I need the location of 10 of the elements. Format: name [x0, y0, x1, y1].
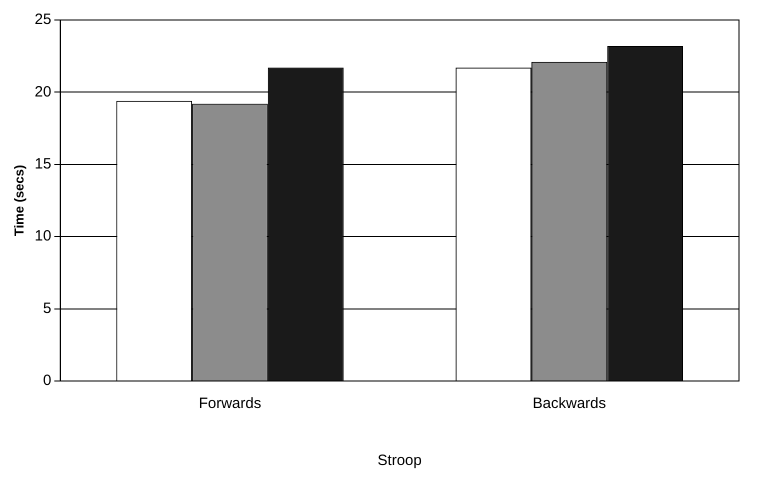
- y-tick-label: 5: [42, 300, 52, 317]
- y-tick-label: 25: [34, 11, 52, 28]
- y-tick-label: 0: [42, 372, 52, 390]
- y-axis-title: Time (secs): [11, 164, 26, 236]
- x-tick-label: Forwards: [198, 395, 262, 412]
- y-tick-label: 15: [34, 156, 52, 173]
- y-tick-label: 20: [34, 83, 52, 100]
- x-tick-label: Backwards: [532, 395, 606, 412]
- x-axis-title: Stroop: [378, 452, 422, 470]
- y-tick-label: 10: [34, 228, 52, 245]
